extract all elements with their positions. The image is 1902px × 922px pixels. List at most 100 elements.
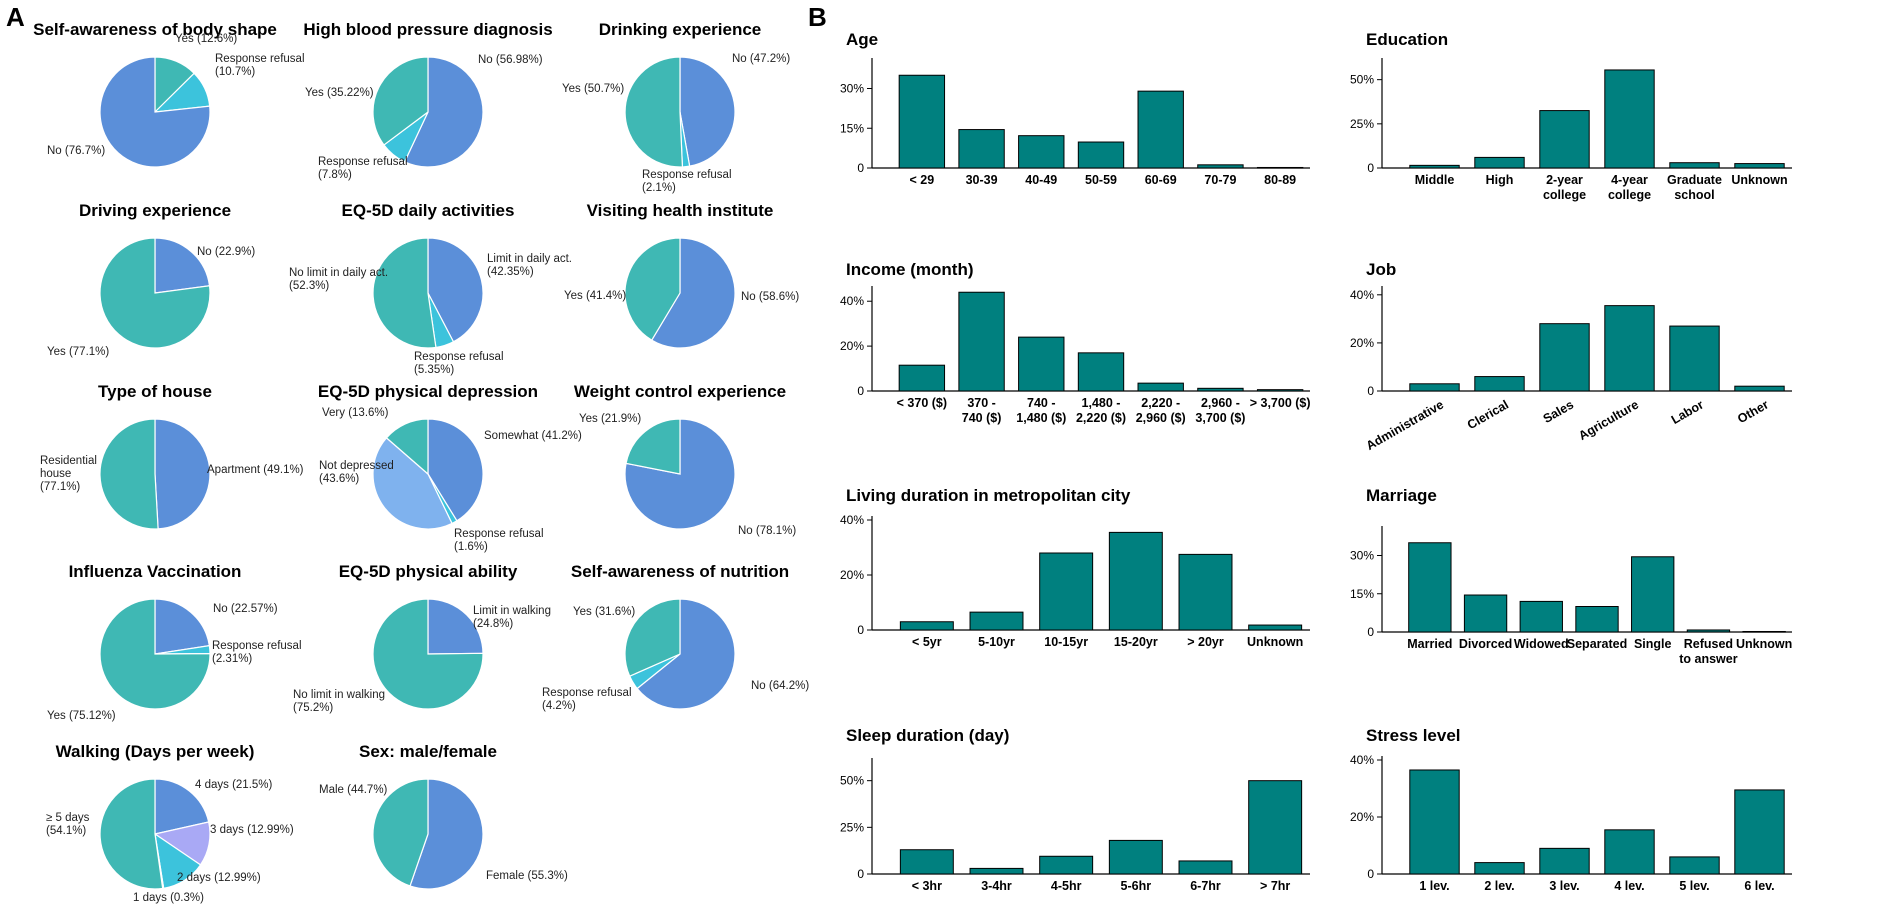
pie-chart-weight-control-experience: Weight control experience No (78.1%) Yes (… <box>574 382 796 537</box>
chart-title: Job <box>1366 260 1396 279</box>
y-tick-label: 0 <box>1367 161 1374 175</box>
x-tick-label: Agriculture <box>1576 397 1641 442</box>
bar <box>899 849 954 875</box>
slice-label: No (22.9%) <box>197 246 255 258</box>
pie-chart-drinking-experience: Drinking experience No (47.2%) Response re… <box>562 20 790 194</box>
bar <box>1178 860 1233 875</box>
x-tick-label: 40-49 <box>1025 173 1057 187</box>
slice-label: Response refusal (1.6%) <box>454 528 544 553</box>
chart-title: Weight control experience <box>574 382 786 401</box>
bar <box>1669 325 1720 392</box>
pie-chart-eq-5d-daily-activities: EQ-5D daily activities Limit in daily act… <box>289 201 572 376</box>
slice-label: Response refusal (5.35%) <box>414 351 504 376</box>
slice-label: No (22.57%) <box>213 603 278 615</box>
bar <box>1742 630 1786 633</box>
x-tick-label: Refused to answer <box>1679 637 1737 666</box>
bar <box>1669 162 1720 169</box>
pie-slice <box>679 56 736 167</box>
bar-chart-sleep-duration-day: Sleep duration (day) 0 25% 50% < 3hr 3-4hr 4-5… <box>840 726 1310 893</box>
pie-slice <box>650 237 736 349</box>
y-tick-label: 0 <box>857 867 864 881</box>
pie-slice <box>385 418 429 476</box>
bar <box>958 129 1005 169</box>
slice-label: Very (13.6%) <box>322 407 389 419</box>
bar <box>1408 542 1452 633</box>
y-tick-label: 0 <box>1367 867 1374 881</box>
x-tick-label: Divorced <box>1459 637 1513 651</box>
x-tick-label: 6-7hr <box>1190 879 1221 893</box>
chart-title: Self-awareness of body shape <box>33 20 277 39</box>
bar <box>1631 556 1675 633</box>
slice-label: Yes (41.4%) <box>564 290 626 302</box>
chart-title: EQ-5D physical ability <box>339 562 518 581</box>
y-tick-label: 0 <box>1367 384 1374 398</box>
slice-label: ≥ 5 days (54.1%) <box>46 812 90 837</box>
pie-slice <box>625 418 681 475</box>
bar <box>1604 305 1655 392</box>
chart-title: Walking (Days per week) <box>56 742 255 761</box>
slice-label: Male (44.7%) <box>319 784 388 796</box>
x-tick-label: < 3hr <box>912 879 942 893</box>
bar <box>1409 383 1460 392</box>
x-tick-label: 4-year college <box>1608 173 1651 202</box>
bar <box>1248 780 1303 875</box>
bar-chart-marriage: Marriage 0 15% 30% Married Divorced WidowedSep… <box>1350 486 1792 666</box>
y-tick-label: 25% <box>840 820 864 834</box>
chart-title: Driving experience <box>79 201 231 220</box>
bar <box>1409 769 1460 875</box>
y-tick-label: 40% <box>840 513 864 527</box>
y-tick-label: 40% <box>1350 753 1374 767</box>
x-tick-label: 2,220 -2,960 ($) <box>1136 396 1186 425</box>
x-tick-label: 2-year college <box>1543 173 1586 202</box>
chart-title: Sex: male/female <box>359 742 497 761</box>
bar <box>1604 829 1655 875</box>
bar-chart-income-month: Income (month) 0 20% 40% < 370 ($) 370 -740 (… <box>840 260 1311 425</box>
slice-label: No (47.2%) <box>732 53 790 65</box>
pie-chart-influenza-vaccination: Influenza Vaccination No (22.57%) Response… <box>47 562 302 722</box>
x-tick-label: 740 -1,480 ($) <box>1016 396 1066 425</box>
panel-a-label: A <box>6 2 25 32</box>
chart-title: Sleep duration (day) <box>846 726 1009 745</box>
x-tick-label: 2,960 -3,700 ($) <box>1195 396 1245 425</box>
slice-label: Not depressed (43.6%) <box>319 460 394 485</box>
pie-slice <box>99 778 164 890</box>
chart-title: Influenza Vaccination <box>69 562 242 581</box>
slice-label: No (64.2%) <box>751 680 809 692</box>
slice-label: Response refusal (2.31%) <box>212 640 302 665</box>
chart-title: Visiting health institute <box>587 201 774 220</box>
x-tick-label: Other <box>1735 397 1771 426</box>
slice-label: Response refusal (10.7%) <box>215 53 305 78</box>
bar <box>1474 156 1525 169</box>
pie-slice <box>154 598 211 655</box>
y-tick-label: 50% <box>1350 73 1374 87</box>
chart-title: Living duration in metropolitan city <box>846 486 1131 505</box>
slice-label: Apartment (49.1%) <box>207 464 304 476</box>
pie-chart-walking-days-per-week: Walking (Days per week) 4 days (21.5%) 3 d… <box>46 742 294 904</box>
bar <box>1409 164 1460 169</box>
x-tick-label: 1 lev. <box>1419 879 1449 893</box>
pie-slice <box>624 237 681 341</box>
slice-label: 4 days (21.5%) <box>195 779 273 791</box>
slice-label: 3 days (12.99%) <box>210 824 294 836</box>
pie-slice <box>99 418 159 530</box>
x-tick-label: 6 lev. <box>1744 879 1774 893</box>
slice-label: Somewhat (41.2%) <box>484 430 582 442</box>
y-tick-label: 15% <box>840 121 864 135</box>
x-tick-label: Clerical <box>1465 397 1511 432</box>
slice-label: 1 days (0.3%) <box>133 892 204 904</box>
pie-slice <box>99 598 211 710</box>
chart-title: High blood pressure diagnosis <box>303 20 552 39</box>
slice-label: Response refusal (2.1%) <box>642 169 732 194</box>
slice-label: 2 days (12.99%) <box>177 872 261 884</box>
pie-slice <box>636 598 736 710</box>
bar <box>898 74 946 169</box>
bar <box>1539 323 1590 392</box>
slice-label: Yes (77.1%) <box>47 346 109 358</box>
x-tick-label: High <box>1486 173 1514 187</box>
bar <box>1178 553 1233 631</box>
bar <box>1077 141 1125 169</box>
slice-label: Response refusal (7.8%) <box>318 156 408 181</box>
x-tick-label: > 3,700 ($) <box>1250 396 1311 410</box>
y-tick-label: 0 <box>857 623 864 637</box>
